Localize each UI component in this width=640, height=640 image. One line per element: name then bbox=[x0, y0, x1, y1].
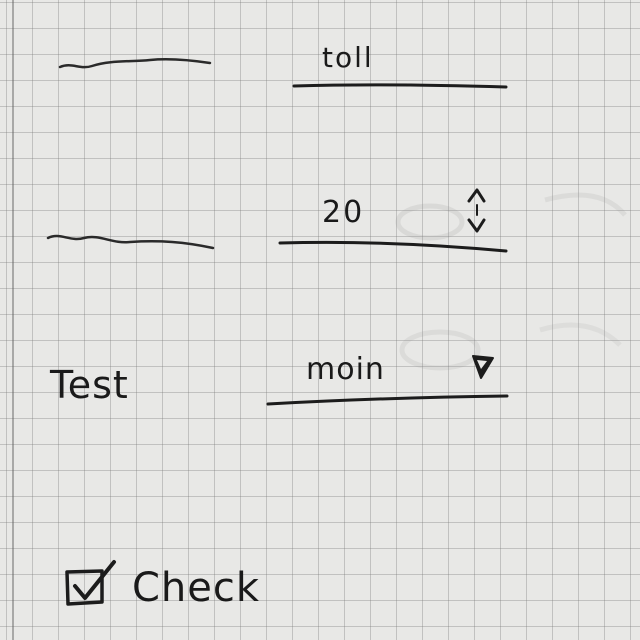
text-field-underline bbox=[292, 83, 508, 89]
text-field-value: toll bbox=[322, 41, 374, 74]
checkbox[interactable] bbox=[62, 558, 124, 610]
checkmark-icon bbox=[73, 560, 116, 600]
number-field[interactable]: 20 bbox=[322, 198, 364, 228]
text-field[interactable]: toll bbox=[322, 44, 374, 72]
select-field-underline bbox=[266, 394, 509, 406]
select-field-value: moin bbox=[306, 352, 385, 387]
checkbox-box bbox=[65, 569, 104, 606]
select-field[interactable]: moin bbox=[306, 355, 385, 385]
triangle-down-icon[interactable] bbox=[468, 352, 498, 382]
select-label: Test bbox=[50, 363, 129, 407]
label-placeholder-scribble-2 bbox=[46, 234, 215, 250]
notebook-margin-line bbox=[12, 0, 14, 640]
number-field-underline bbox=[278, 240, 508, 253]
up-down-arrows-icon[interactable] bbox=[462, 186, 492, 236]
label-placeholder-scribble-1 bbox=[58, 57, 212, 69]
number-field-value: 20 bbox=[322, 195, 365, 230]
checkbox-label: Check bbox=[132, 565, 261, 611]
